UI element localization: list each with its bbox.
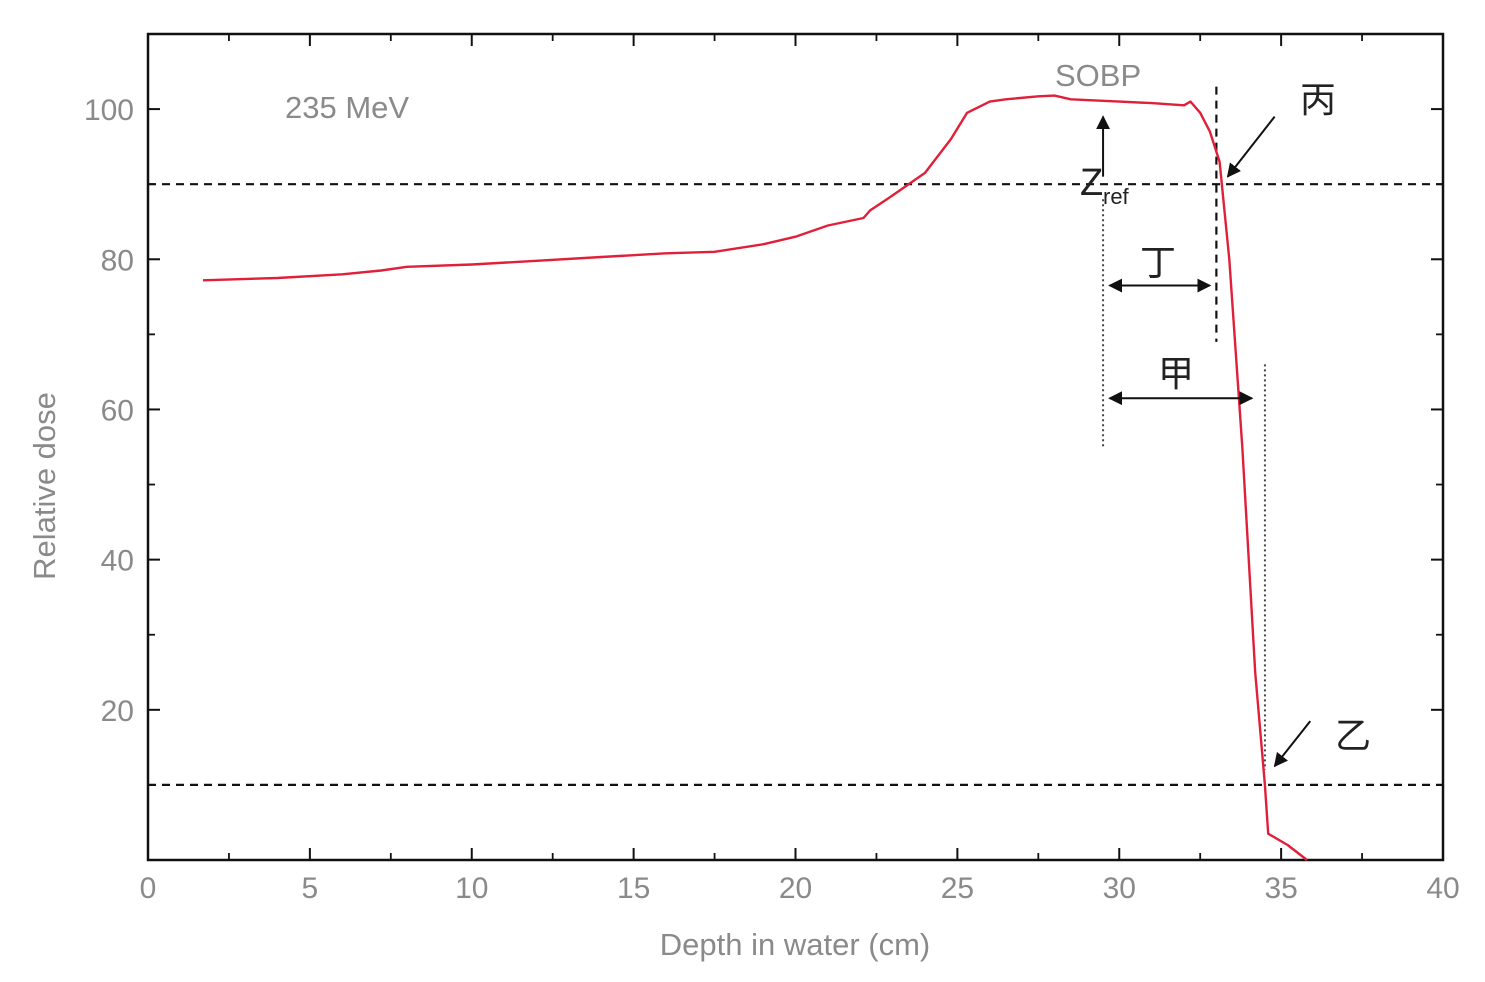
y-tick-label: 60 [101, 394, 134, 427]
label-bing: 丙 [1300, 80, 1336, 121]
x-tick-label: 15 [617, 872, 650, 905]
zref-subscript: ref [1103, 184, 1130, 209]
y-tick-label: 100 [84, 94, 134, 127]
y-axis-title: Relative dose [27, 392, 62, 580]
x-tick-label: 25 [941, 872, 974, 905]
x-tick-label: 40 [1426, 872, 1459, 905]
energy-label: 235 MeV [285, 90, 409, 125]
x-tick-label: 20 [779, 872, 812, 905]
x-tick-label: 10 [455, 872, 488, 905]
label-jia: 甲 [1158, 354, 1194, 395]
axes: 0 5 10 15 20 25 30 35 40 20 40 60 80 100 [84, 32, 1460, 905]
reference-lines [148, 86, 1443, 787]
zref-label: Z [1080, 162, 1103, 204]
sobp-label: SOBP [1055, 58, 1141, 93]
y-tick-label: 40 [101, 545, 134, 578]
y-tick-label: 20 [101, 695, 134, 728]
series [202, 94, 1308, 861]
x-tick-label: 30 [1103, 872, 1136, 905]
x-axis-title: Depth in water (cm) [660, 927, 930, 962]
bing-pointer-arrow [1226, 115, 1276, 178]
label-ding: 丁 [1140, 243, 1176, 284]
x-tick-label: 5 [302, 872, 319, 905]
label-yi: 乙 [1335, 716, 1371, 757]
y-tick-label: 80 [101, 244, 134, 277]
dose-curve [202, 94, 1308, 861]
yi-pointer-arrow [1273, 720, 1312, 768]
annotations [1096, 115, 1312, 768]
x-tick-label: 35 [1264, 872, 1297, 905]
x-tick-label: 0 [140, 872, 157, 905]
